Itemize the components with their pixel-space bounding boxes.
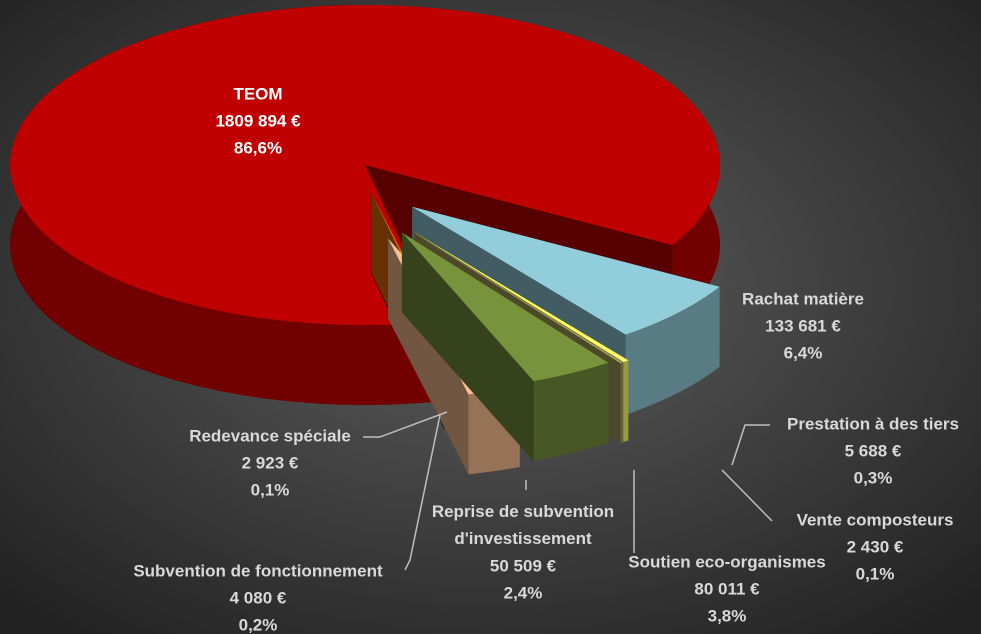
slice [401,232,609,382]
slice-label: Soutien eco-organismes [628,552,825,571]
slice-label: TEOM [233,84,282,103]
slice-label: 0,1% [251,480,290,499]
slice-side [620,362,623,444]
slice-label: 50 509 € [490,556,557,575]
slice-label: 86,6% [234,138,282,157]
slice-label: 4 080 € [230,588,287,607]
slice-side [625,286,720,415]
slice-side [623,360,629,443]
slice [412,206,720,335]
slice-label: 5 688 € [845,441,902,460]
slice [414,232,629,363]
slice-label: 133 681 € [765,316,841,335]
leader-line [404,414,441,571]
slice-label: Subvention de fonctionnement [133,561,383,580]
slice-label: Vente composteurs [797,510,954,529]
leader-line [731,424,770,466]
slice [9,5,720,326]
pie [9,5,720,475]
slice-label: 2 430 € [847,537,904,556]
slice-label: Prestation à des tiers [787,414,959,433]
slice-label: 0,3% [854,468,893,487]
slice-label: 6,4% [784,343,823,362]
slice [414,233,623,364]
slice-label: 0,2% [239,615,278,634]
slice-label: 80 011 € [694,579,760,598]
slice-label: Redevance spéciale [189,426,351,445]
slice-label: 2,4% [504,583,543,602]
slice-label: Rachat matière [742,289,864,308]
slice-label: 1809 894 € [215,111,301,130]
leader-line [721,469,773,522]
slice-side [533,362,609,462]
slice-label: 0,1% [856,564,895,583]
slice-label: Reprise de subvention d'investissement [432,502,614,548]
slice-label: 2 923 € [242,453,299,472]
leader-line [363,411,448,438]
slice-label: 3,8% [708,606,747,625]
slice-face [401,232,534,462]
labels: TEOM 1809 894 € 86,6% Rachat matière 133 681… [133,84,959,634]
